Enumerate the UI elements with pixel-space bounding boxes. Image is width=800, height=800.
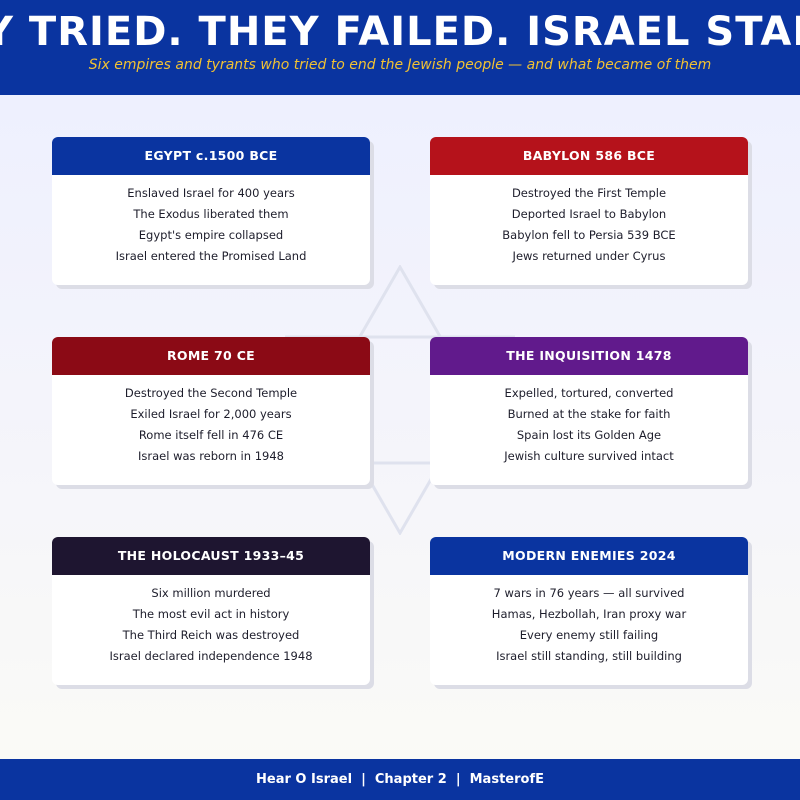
- card-line: The Third Reich was destroyed: [122, 628, 300, 642]
- page-footer: Hear O Israel | Chapter 2 | MasterofE: [0, 759, 800, 800]
- card-line: Destroyed the First Temple: [511, 186, 667, 200]
- card-lines: Expelled, tortured, converted Burned at …: [430, 375, 748, 467]
- card-line: Rome itself fell in 476 CE: [138, 428, 284, 442]
- card-egypt: EGYPT c.1500 BCE Enslaved Israel for 400…: [52, 137, 370, 285]
- card-lines: Destroyed the First Temple Deported Isra…: [430, 175, 748, 267]
- card-title: MODERN ENEMIES 2024: [430, 537, 748, 575]
- card-line: Deported Israel to Babylon: [511, 207, 667, 221]
- card-title: ROME 70 CE: [52, 337, 370, 375]
- card-line: Israel was reborn in 1948: [138, 449, 284, 463]
- card-line: Every enemy still failing: [519, 628, 659, 642]
- card-line: Six million murdered: [151, 586, 271, 600]
- card-line: Babylon fell to Persia 539 BCE: [502, 228, 676, 242]
- card-line: Exiled Israel for 2,000 years: [130, 407, 292, 421]
- card-title: EGYPT c.1500 BCE: [52, 137, 370, 175]
- card-inquisition: THE INQUISITION 1478 Expelled, tortured,…: [430, 337, 748, 485]
- card-line: The most evil act in history: [132, 607, 290, 621]
- card-holocaust: THE HOLOCAUST 1933–45 Six million murder…: [52, 537, 370, 685]
- card-title: THE HOLOCAUST 1933–45: [52, 537, 370, 575]
- card-line: Expelled, tortured, converted: [504, 386, 674, 400]
- card-line: Enslaved Israel for 400 years: [127, 186, 295, 200]
- card-line: Israel still standing, still building: [496, 649, 682, 663]
- card-modern-enemies: MODERN ENEMIES 2024 7 wars in 76 years —…: [430, 537, 748, 685]
- card-line: Jewish culture survived intact: [504, 449, 674, 463]
- card-line: Israel entered the Promised Land: [115, 249, 307, 263]
- card-line: The Exodus liberated them: [133, 207, 289, 221]
- card-line: Egypt's empire collapsed: [138, 228, 284, 242]
- card-line: Jews returned under Cyrus: [512, 249, 666, 263]
- card-line: Spain lost its Golden Age: [516, 428, 662, 442]
- card-title: THE INQUISITION 1478: [430, 337, 748, 375]
- card-lines: Six million murdered The most evil act i…: [52, 575, 370, 667]
- card-line: Burned at the stake for faith: [507, 407, 671, 421]
- card-rome: ROME 70 CE Destroyed the Second Temple E…: [52, 337, 370, 485]
- card-lines: Enslaved Israel for 400 years The Exodus…: [52, 175, 370, 267]
- card-lines: Destroyed the Second Temple Exiled Israe…: [52, 375, 370, 467]
- card-title: BABYLON 586 BCE: [430, 137, 748, 175]
- card-babylon: BABYLON 586 BCE Destroyed the First Temp…: [430, 137, 748, 285]
- card-line: Israel declared independence 1948: [109, 649, 313, 663]
- card-lines: 7 wars in 76 years — all survived Hamas,…: [430, 575, 748, 667]
- card-line: Destroyed the Second Temple: [124, 386, 298, 400]
- card-line: 7 wars in 76 years — all survived: [493, 586, 685, 600]
- card-line: Hamas, Hezbollah, Iran proxy war: [491, 607, 687, 621]
- page-header: THEY TRIED. THEY FAILED. ISRAEL STANDS. …: [0, 0, 800, 95]
- page-subtitle: Six empires and tyrants who tried to end…: [88, 57, 712, 73]
- page-title: THEY TRIED. THEY FAILED. ISRAEL STANDS.: [0, 9, 800, 55]
